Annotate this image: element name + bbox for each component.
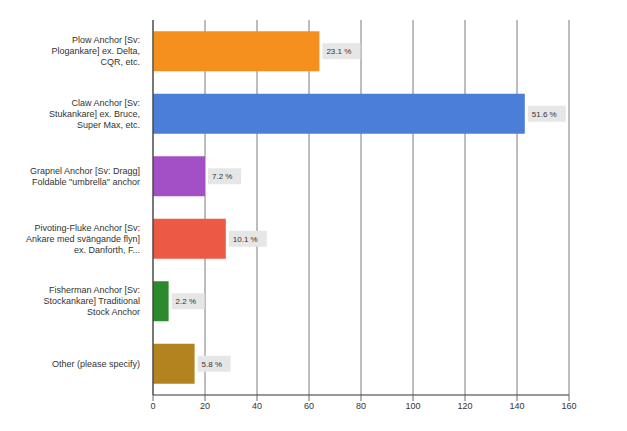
svg-text:100: 100	[405, 401, 420, 411]
svg-text:23.1 %: 23.1 %	[326, 47, 351, 56]
svg-text:Stukankare] ex. Bruce,: Stukankare] ex. Bruce,	[49, 109, 140, 119]
svg-text:7.2 %: 7.2 %	[212, 172, 232, 181]
svg-text:10.1 %: 10.1 %	[233, 235, 258, 244]
svg-text:20: 20	[200, 401, 210, 411]
svg-text:Plow Anchor [Sv:: Plow Anchor [Sv:	[72, 35, 140, 45]
svg-text:5.8 %: 5.8 %	[202, 360, 222, 369]
svg-text:Grapnel Anchor [Sv: Dragg]: Grapnel Anchor [Sv: Dragg]	[30, 166, 140, 176]
svg-text:140: 140	[509, 401, 524, 411]
svg-text:40: 40	[252, 401, 262, 411]
svg-text:0: 0	[150, 401, 155, 411]
svg-text:Stock Anchor: Stock Anchor	[87, 307, 140, 317]
svg-text:120: 120	[457, 401, 472, 411]
svg-text:CQR, etc.: CQR, etc.	[100, 57, 140, 67]
svg-text:Other (please specify): Other (please specify)	[52, 359, 140, 369]
svg-text:160: 160	[561, 401, 576, 411]
svg-text:Ankare med svängande flyn]: Ankare med svängande flyn]	[26, 234, 140, 244]
svg-text:Stockankare] Traditional: Stockankare] Traditional	[43, 296, 140, 306]
svg-text:Fisherman Anchor [Sv:: Fisherman Anchor [Sv:	[49, 285, 140, 295]
svg-text:Plogankare] ex. Delta,: Plogankare] ex. Delta,	[51, 46, 140, 56]
svg-text:Claw Anchor [Sv:: Claw Anchor [Sv:	[71, 98, 140, 108]
svg-text:80: 80	[356, 401, 366, 411]
svg-text:51.6 %: 51.6 %	[532, 110, 557, 119]
svg-text:Super Max, etc.: Super Max, etc.	[77, 120, 140, 130]
svg-text:2.2 %: 2.2 %	[176, 297, 196, 306]
svg-text:ex. Danforth, F...: ex. Danforth, F...	[74, 245, 140, 255]
svg-text:Foldable "umbrella" anchor: Foldable "umbrella" anchor	[32, 177, 140, 187]
svg-text:Pivoting-Fluke Anchor [Sv:: Pivoting-Fluke Anchor [Sv:	[34, 223, 140, 233]
svg-text:60: 60	[304, 401, 314, 411]
